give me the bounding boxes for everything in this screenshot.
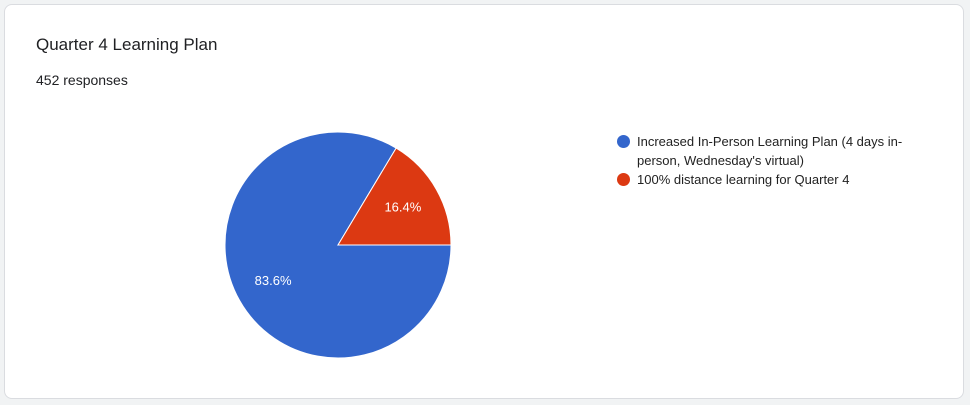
- legend: Increased In-Person Learning Plan (4 day…: [615, 132, 905, 189]
- legend-item: Increased In-Person Learning Plan (4 day…: [615, 132, 905, 170]
- data-label: 83.6%: [255, 273, 292, 288]
- legend-swatch: [617, 173, 630, 186]
- legend-label: Increased In-Person Learning Plan (4 day…: [637, 134, 903, 168]
- chart-subtitle: 452 responses: [36, 72, 128, 88]
- legend-label: 100% distance learning for Quarter 4: [637, 172, 850, 187]
- chart-title: Quarter 4 Learning Plan: [36, 35, 218, 54]
- pie-slice: [337, 147, 452, 246]
- legend-swatch: [617, 135, 630, 148]
- legend-item: 100% distance learning for Quarter 4: [615, 170, 905, 189]
- pie-slice: [224, 131, 452, 359]
- data-label: 16.4%: [384, 200, 421, 215]
- chart: 83.6% 16.4%: [224, 131, 452, 359]
- card: Quarter 4 Learning Plan 452 responses 83…: [4, 4, 964, 399]
